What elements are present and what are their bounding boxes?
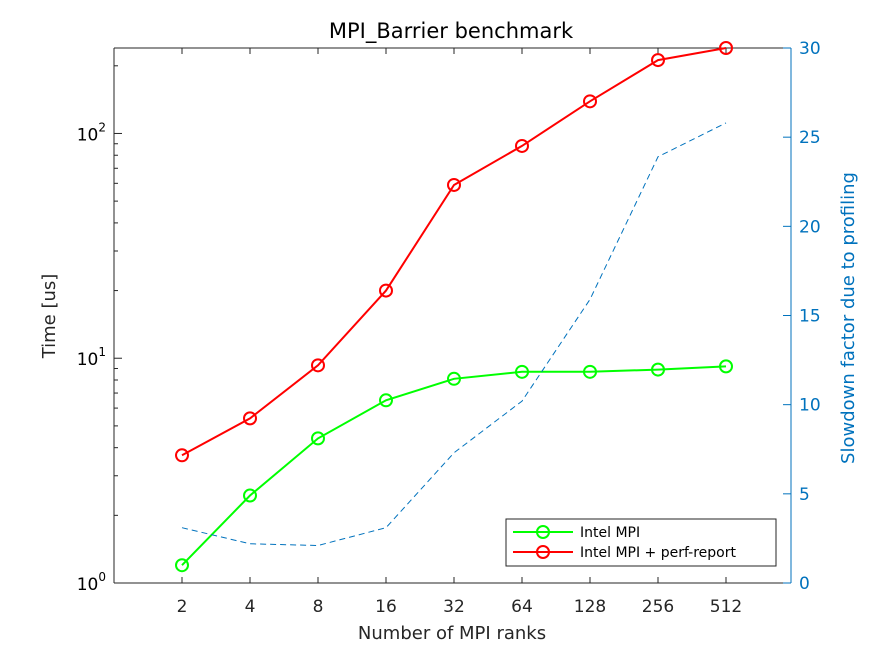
y-right-tick-label: 25	[799, 128, 821, 148]
y-left-tick-label: 101	[77, 345, 106, 370]
series-line-slowdown	[181, 122, 727, 547]
series-point-0	[515, 364, 529, 379]
series-point-0	[175, 558, 189, 573]
plot-area	[114, 48, 791, 583]
chart-title: MPI_Barrier benchmark	[329, 19, 574, 44]
x-tick-label: 8	[313, 597, 324, 617]
series-point-1	[447, 177, 461, 192]
x-tick-label: 32	[443, 597, 465, 617]
x-axis-title: Number of MPI ranks	[358, 623, 546, 644]
y-right-tick-label: 20	[799, 217, 821, 237]
series-point-0	[583, 364, 597, 379]
x-tick-label: 2	[177, 597, 188, 617]
series-point-1	[719, 41, 733, 55]
x-tick-label: 512	[710, 597, 742, 617]
series-point-1	[311, 358, 325, 373]
legend-label-intel-mpi: Intel MPI	[580, 525, 640, 541]
y-right-tick-label: 15	[799, 307, 821, 327]
series-point-0	[719, 359, 733, 374]
series-point-1	[379, 283, 393, 298]
series-point-0	[311, 431, 325, 446]
y-right-tick-label: 0	[799, 574, 810, 594]
x-tick-label: 4	[245, 597, 256, 617]
series-point-1	[583, 94, 597, 109]
legend-marker-intel-mpi	[536, 525, 550, 539]
legend: Intel MPI Intel MPI + perf-report	[505, 518, 777, 567]
series-line-1	[181, 47, 727, 457]
series-point-0	[243, 488, 257, 503]
y-right-tick-label: 5	[799, 485, 810, 505]
series-point-1	[515, 138, 529, 153]
y-axis-left-title: Time [us]	[39, 274, 60, 360]
series-point-1	[243, 411, 257, 426]
series-point-0	[651, 362, 665, 377]
x-tick-label: 64	[511, 597, 533, 617]
series-line-0	[181, 365, 727, 566]
y-right-tick-label: 30	[799, 39, 821, 59]
legend-marker-perf-report	[536, 545, 550, 559]
legend-label-perf-report: Intel MPI + perf-report	[580, 545, 736, 561]
series-layer	[175, 41, 733, 573]
y-left-tick-label: 102	[77, 120, 106, 145]
legend-box	[505, 518, 777, 567]
series-point-1	[175, 448, 189, 463]
x-tick-label: 256	[642, 597, 674, 617]
series-point-0	[379, 393, 393, 408]
y-axis-right-title: Slowdown factor due to profiling	[838, 172, 859, 464]
x-tick-label: 128	[574, 597, 606, 617]
series-point-0	[447, 371, 461, 386]
series-point-1	[651, 53, 665, 68]
x-tick-label: 16	[375, 597, 397, 617]
axes: 2 4 8 16 32 64 128 256 512 100 101 102 0 5 10 15 20 25 30	[77, 39, 821, 617]
y-right-tick-label: 10	[799, 396, 821, 416]
y-left-tick-label: 100	[77, 570, 106, 595]
